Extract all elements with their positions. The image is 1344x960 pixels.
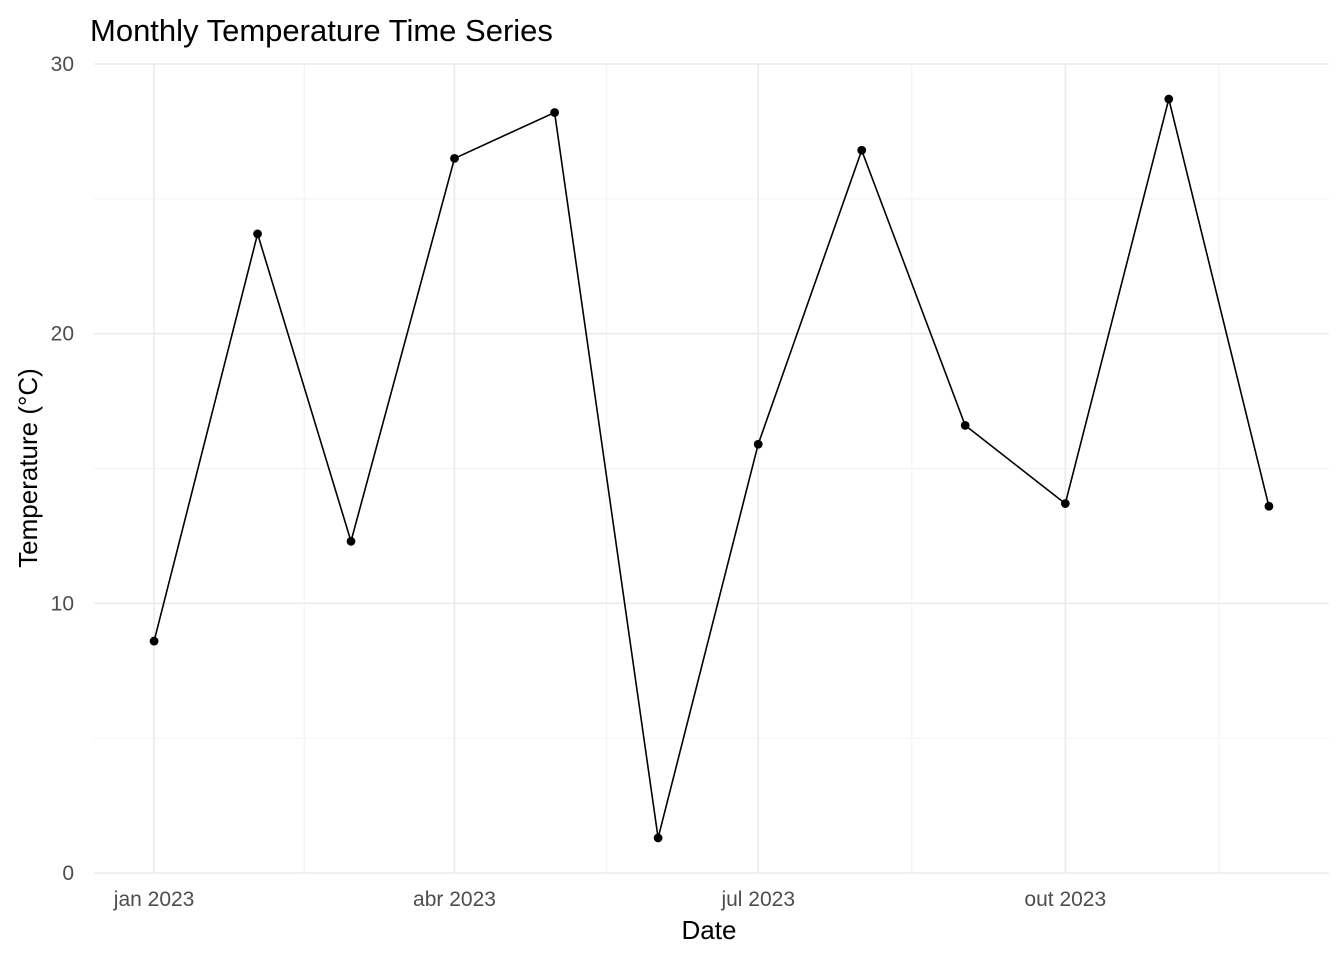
data-point [1060,499,1070,508]
x-axis-ticks: jan 2023 abr 2023 jul 2023 out 2023 [113,888,1106,911]
x-tick-label: out 2023 [1024,888,1106,911]
data-points [149,94,1274,843]
data-point [253,229,262,239]
x-axis-title: Date [682,915,737,945]
y-tick-label: 30 [51,53,74,76]
data-point [960,420,970,430]
y-axis-title: Temperature (°C) [13,368,43,568]
data-point [653,833,663,843]
x-tick-label: jan 2023 [113,888,195,911]
data-point [149,636,159,646]
x-tick-label: abr 2023 [413,888,496,911]
data-point [450,153,459,163]
data-point [1164,94,1174,104]
y-tick-label: 20 [51,323,74,346]
y-axis-ticks: 0 10 20 30 [51,53,74,885]
x-tick-label: jul 2023 [720,888,795,911]
series-line [153,98,1270,839]
data-point [550,108,560,117]
data-point [753,439,763,449]
data-point [346,536,356,546]
data-point [857,145,867,155]
data-point [1264,501,1274,511]
y-tick-label: 0 [62,862,74,885]
chart-title: Monthly Temperature Time Series [90,13,553,48]
major-gridlines [94,63,1329,874]
y-tick-label: 10 [51,592,74,615]
minor-gridlines [94,64,1329,873]
